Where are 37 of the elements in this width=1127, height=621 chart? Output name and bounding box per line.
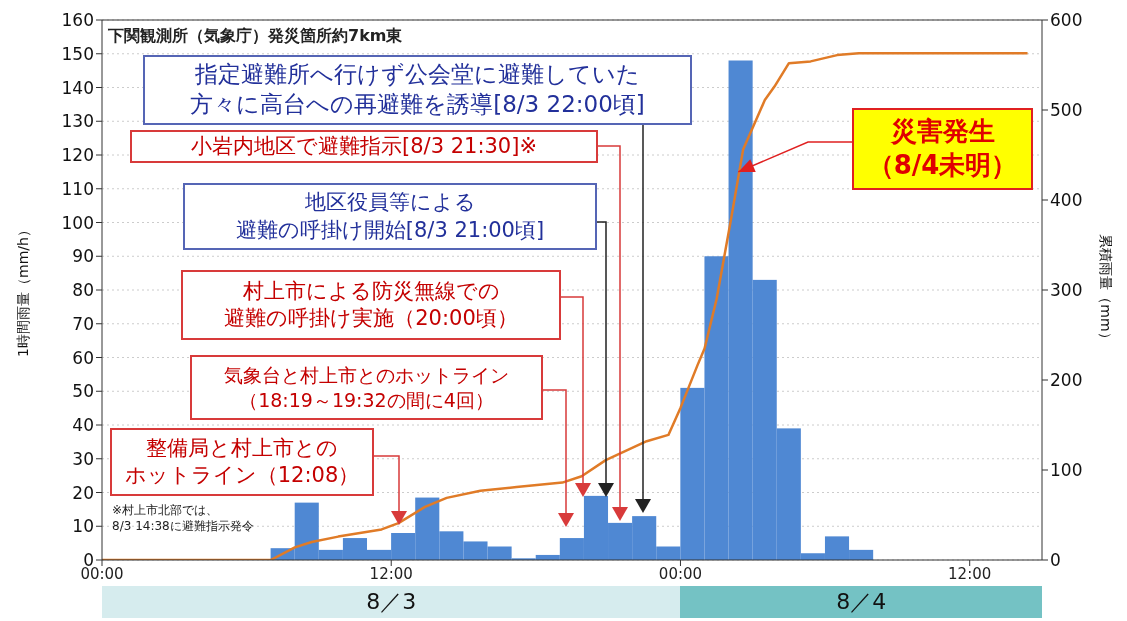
chart-title: 下関観測所（気象庁）発災箇所約7km東 (108, 26, 403, 47)
y2-tick-label: 200 (1050, 370, 1083, 391)
y-tick-label: 80 (72, 280, 94, 301)
y-tick-label: 70 (72, 313, 94, 334)
y2-axis-title: 累積雨量（mm） (1098, 234, 1114, 346)
annotation: 整備局と村上市とのホットライン（12:08） (124, 434, 360, 489)
annotation: 気象台と村上市とのホットライン（18:19～19:32の間に4回） (224, 362, 509, 413)
annotation: 地区役員等による避難の呼掛け開始[8/3 21:00頃] (235, 189, 545, 244)
y-tick-label: 130 (61, 111, 94, 132)
y-tick-label: 60 (72, 347, 94, 368)
x-tick-label: 00:00 (658, 564, 703, 583)
annotation: 小岩内地区で避難指示[8/3 21:30]※ (191, 132, 537, 160)
annotation: 村上市による防災無線での避難の呼掛け実施（20:00頃） (224, 277, 518, 332)
y-tick-label: 90 (72, 246, 94, 267)
x-tick-label: 12:00 (948, 564, 992, 583)
y2-tick-label: 500 (1050, 100, 1083, 121)
y-tick-label: 40 (72, 415, 94, 436)
y-tick-label: 110 (61, 178, 94, 199)
y2-tick-label: 300 (1050, 280, 1083, 301)
y-axis-title: 1時間雨量（mm/h） (15, 223, 31, 357)
y-tick-label: 120 (61, 145, 94, 166)
annotation: 災害発生（8/4未明） (867, 115, 1018, 182)
y-tick-label: 100 (61, 212, 94, 233)
y-tick-label: 140 (61, 77, 94, 98)
y2-tick-label: 0 (1050, 550, 1061, 571)
y-tick-label: 20 (72, 482, 94, 503)
annotation: ※村上市北部では、8/3 14:38に避難指示発令 (112, 502, 254, 535)
x-tick-label: 12:00 (369, 564, 413, 583)
y-tick-label: 10 (72, 516, 94, 537)
y2-tick-label: 100 (1050, 460, 1083, 481)
y2-tick-label: 600 (1050, 10, 1083, 31)
y-tick-label: 30 (72, 448, 94, 469)
y-tick-label: 150 (61, 43, 94, 64)
y2-tick-label: 400 (1050, 190, 1083, 211)
annotation: 指定避難所へ行けず公会堂に避難していた方々に高台への再避難を誘導[8/3 22:00頃] (190, 60, 645, 119)
y-tick-label: 50 (72, 381, 94, 402)
y-tick-label: 160 (61, 10, 94, 31)
